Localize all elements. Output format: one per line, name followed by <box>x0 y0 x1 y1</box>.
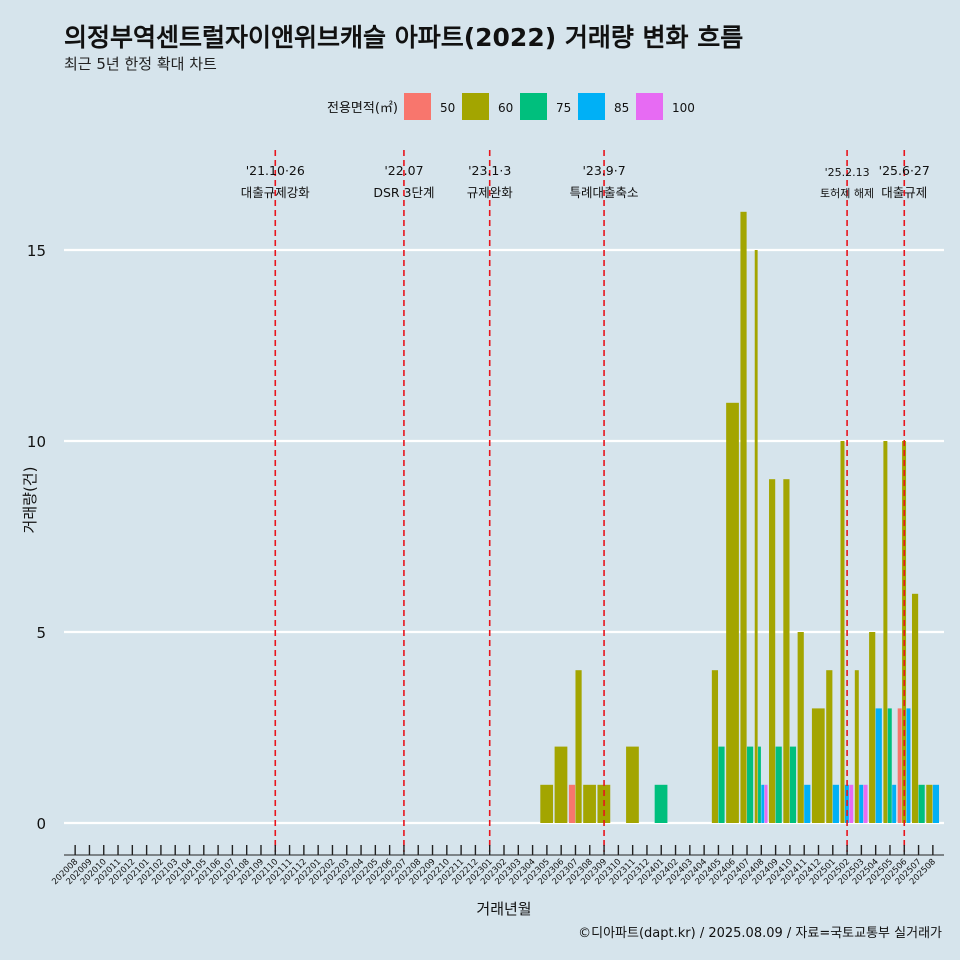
x-axis-label: 거래년월 <box>476 900 531 918</box>
y-axis-label: 거래량(건) <box>21 467 39 534</box>
bar-202503-60 <box>854 670 859 823</box>
bar-202505-85 <box>892 784 897 823</box>
bar-202306-60 <box>554 746 568 823</box>
chart-subtitle: 최근 5년 한정 확대 차트 <box>64 55 217 73</box>
bars-layer <box>540 211 940 824</box>
bar-202409-60 <box>769 479 776 823</box>
legend-label-75: 75 <box>556 101 571 115</box>
event-label: 대출규제 <box>881 185 927 200</box>
bar-202405-60 <box>711 670 719 823</box>
legend: 전용면적(㎡) 50 60 75 85 100 <box>327 93 695 120</box>
legend-label-50: 50 <box>440 101 455 115</box>
bar-202408-85 <box>761 784 765 823</box>
bar-202308-60 <box>583 784 596 823</box>
legend-title: 전용면적(㎡) <box>327 101 398 116</box>
event-date: '25.6·27 <box>879 163 930 178</box>
source-caption: ©디아파트(dapt.kr) / 2025.08.09 / 자료=국토교통부 실… <box>578 926 942 941</box>
event-date: '23.9·7 <box>582 163 625 178</box>
bar-202508-85 <box>932 784 940 823</box>
bar-202305-60 <box>540 784 554 823</box>
event-lines <box>274 150 906 852</box>
y-tick-label: 15 <box>27 242 46 260</box>
bar-202506-85 <box>906 708 911 823</box>
bar-202502-60 <box>840 441 845 823</box>
bar-202506-50 <box>897 708 902 823</box>
legend-swatch-100 <box>636 93 663 120</box>
bar-202505-75 <box>887 708 892 823</box>
event-date: '25.2.13 <box>825 166 870 179</box>
bar-202407-75 <box>747 746 754 823</box>
bar-202508-60 <box>926 784 933 823</box>
bar-202408-60 <box>754 250 758 823</box>
event-label: 규제완화 <box>467 185 514 200</box>
bar-202410-75 <box>789 746 797 823</box>
bar-202503-100 <box>863 784 868 823</box>
bar-202307-60 <box>575 670 582 823</box>
chart-title: 의정부역센트럴자이앤위브캐슬 아파트(2022) 거래량 변화 흐름 <box>64 23 744 52</box>
bar-202311-60 <box>626 746 639 823</box>
y-tick-label: 10 <box>27 433 46 451</box>
y-axis: 0 5 10 15 <box>27 242 46 833</box>
event-label: 토허제 해제 <box>820 186 874 200</box>
grid-lines <box>64 248 944 825</box>
bar-202504-85 <box>875 708 882 823</box>
bar-202502-100 <box>849 784 854 823</box>
bar-202307-50 <box>568 784 576 823</box>
legend-swatch-85 <box>578 93 605 120</box>
bar-202501-60 <box>826 670 833 823</box>
bar-202505-60 <box>883 441 888 823</box>
bar-202410-60 <box>783 479 790 823</box>
bar-202408-100 <box>764 784 768 823</box>
event-date: '23.1·3 <box>468 163 511 178</box>
bar-202409-75 <box>775 746 782 823</box>
event-label: 특례대출축소 <box>570 185 639 200</box>
bar-202504-60 <box>869 632 876 823</box>
event-date: '21.10·26 <box>246 163 305 178</box>
x-axis: 2020082020092020102020112020122021012021… <box>50 845 944 887</box>
legend-label-85: 85 <box>614 101 629 115</box>
bar-202405-75 <box>718 746 725 823</box>
bar-202411-60 <box>797 632 804 823</box>
event-label: 대출규제강화 <box>241 185 311 200</box>
bar-202501-85 <box>832 784 839 823</box>
bar-202412-60 <box>811 708 825 823</box>
bar-202507-60 <box>911 593 919 823</box>
legend-swatch-75 <box>520 93 547 120</box>
event-label: DSR 3단계 <box>373 185 434 200</box>
bar-202503-85 <box>859 784 864 823</box>
legend-swatch-50 <box>404 93 431 120</box>
y-tick-label: 0 <box>36 815 46 833</box>
y-tick-label: 5 <box>36 624 46 642</box>
legend-label-60: 60 <box>498 101 513 115</box>
event-date: '22.07 <box>384 163 423 178</box>
bar-202507-75 <box>918 784 925 823</box>
bar-202406-60 <box>726 402 739 823</box>
bar-202411-85 <box>804 784 811 823</box>
bar-202401-75 <box>654 784 668 823</box>
bar-202407-60 <box>740 211 747 824</box>
legend-label-100: 100 <box>672 101 695 115</box>
legend-swatch-60 <box>462 93 489 120</box>
event-annotations: '21.10·26 대출규제강화 '22.07 DSR 3단계 '23.1·3 규제완화 '… <box>241 163 930 200</box>
bar-202408-75 <box>758 746 761 823</box>
